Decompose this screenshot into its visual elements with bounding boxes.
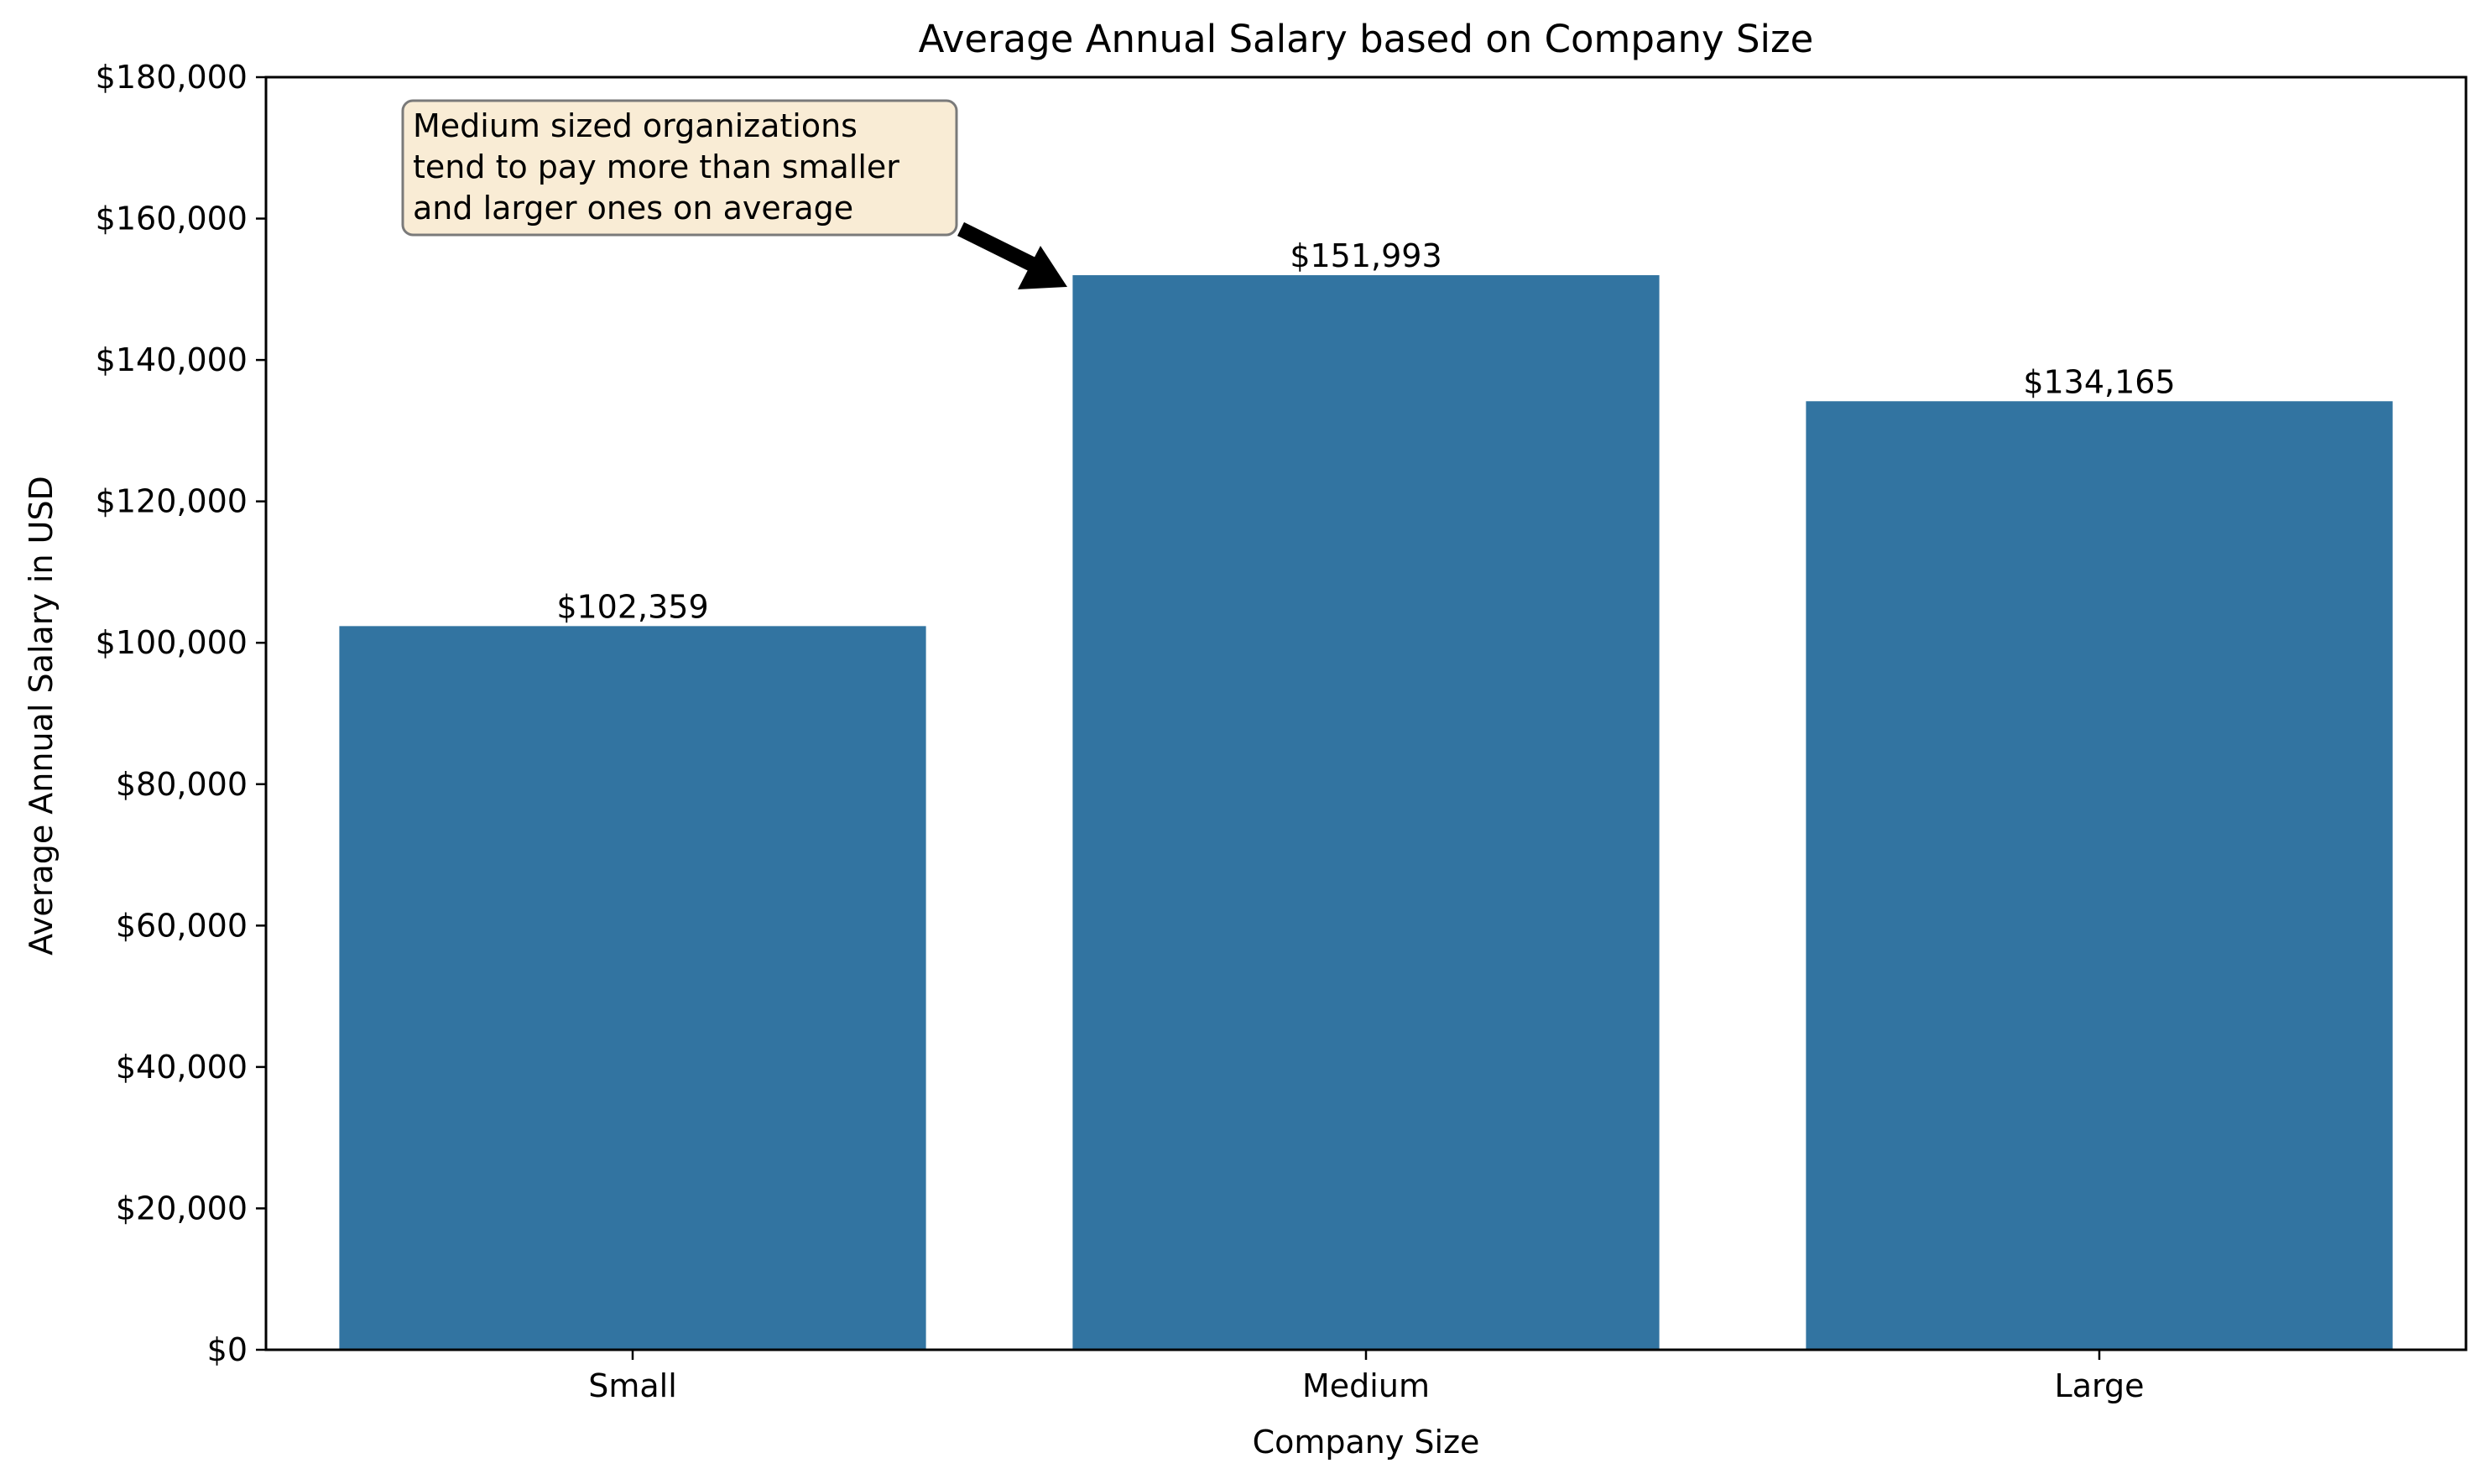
annotation-arrow-shaft: [957, 221, 1035, 272]
y-tick-label: $20,000: [116, 1190, 248, 1226]
x-axis-label: Company Size: [1253, 1424, 1480, 1461]
annotation-line-1: Medium sized organizations: [413, 107, 858, 144]
annotation-text: Medium sized organizations tend to pay m…: [413, 107, 910, 227]
bars-group: [339, 275, 2393, 1351]
y-tick-label: $160,000: [96, 200, 248, 237]
plot-frame: [264, 76, 2468, 1351]
y-ticks-group: $0 $20,000 $40,000 $60,000 $80,000 $100,000 $1…: [96, 59, 266, 1368]
y-tick-label: $140,000: [96, 341, 248, 378]
y-tick-label: $180,000: [96, 59, 248, 96]
x-tick-label-medium: Medium: [1302, 1367, 1430, 1404]
annotation-arrow-head: [1018, 246, 1067, 289]
annotation-box: [401, 99, 958, 237]
chart-title: Average Annual Salary based on Company S…: [919, 17, 1814, 61]
y-axis-label: Average Annual Salary in USD: [23, 476, 60, 955]
bar-small: [339, 626, 926, 1350]
bar-medium: [1072, 275, 1660, 1351]
data-label-large: $134,165: [2023, 363, 2175, 400]
x-ticks-group: Small Medium Large: [588, 1350, 2144, 1404]
y-tick-label: $120,000: [96, 483, 248, 520]
y-tick-label: $0: [207, 1331, 248, 1368]
annotation: Medium sized organizations tend to pay m…: [401, 99, 1067, 289]
annotation-line-2: tend to pay more than smaller: [413, 148, 899, 185]
y-tick-label: $100,000: [96, 624, 248, 661]
y-tick-label: $40,000: [116, 1049, 248, 1086]
y-tick-label: $80,000: [116, 766, 248, 803]
data-label-small: $102,359: [556, 588, 708, 625]
data-labels-group: $102,359 $151,993 $134,165: [556, 237, 2175, 625]
annotation-line-3: and larger ones on average: [413, 190, 853, 227]
x-tick-label-small: Small: [588, 1367, 677, 1404]
data-label-medium: $151,993: [1290, 237, 1442, 274]
bar-large: [1806, 401, 2393, 1350]
x-tick-label-large: Large: [2055, 1367, 2145, 1404]
y-tick-label: $60,000: [116, 907, 248, 944]
